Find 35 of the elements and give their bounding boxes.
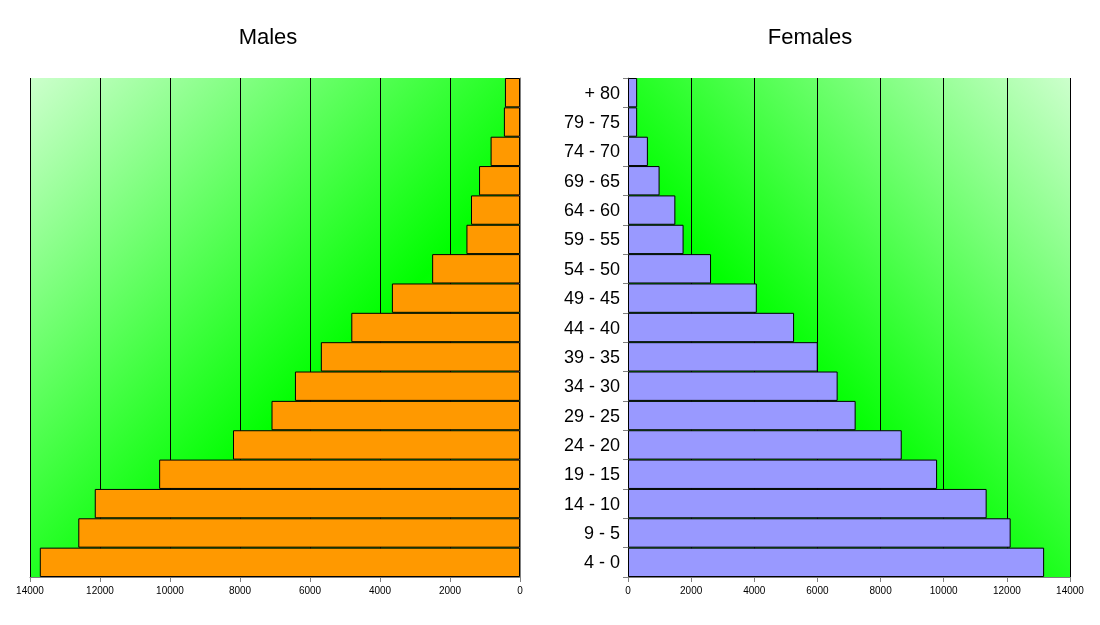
y-tick-label: + 80 [584,82,620,103]
y-tick-label: 9 - 5 [583,522,620,543]
x-tick-label: 6000 [298,584,322,596]
x-tick-label: 12000 [992,584,1022,596]
y-tick-label: 34 - 30 [563,376,620,397]
y-tick-label: 4 - 0 [583,552,620,573]
x-tick-label: 2000 [680,584,703,596]
x-tick-label: 0 [625,584,632,596]
x-tick-label: 14000 [16,584,45,596]
y-tick-label: 79 - 75 [563,112,620,133]
y-tick-label: 59 - 55 [563,229,620,250]
y-tick-label: 74 - 70 [563,141,620,162]
y-tick-label: 64 - 60 [563,200,620,221]
x-tick-label: 0 [517,584,524,596]
y-tick-label: 24 - 20 [563,434,620,455]
x-tick-label: 8000 [228,584,252,596]
x-tick-label: 10000 [156,584,185,596]
x-tick-label: 8000 [869,584,893,596]
chart-title: Females [767,23,853,49]
y-tick-label: 39 - 35 [563,346,620,367]
y-tick-label: 14 - 10 [563,493,620,514]
y-tick-label: 69 - 65 [563,170,620,191]
y-tick-label: 54 - 50 [563,258,620,279]
y-tick-label: 44 - 40 [563,317,620,338]
x-tick-label: 10000 [929,584,959,596]
x-tick-label: 4000 [743,584,766,596]
x-tick-label: 12000 [86,584,115,596]
y-tick-label: 19 - 15 [563,464,620,485]
x-tick-label: 4000 [368,584,392,596]
chart-title: Males [238,23,298,49]
y-tick-label: 49 - 45 [563,288,620,309]
x-tick-label: 6000 [806,584,829,596]
x-tick-label: 2000 [438,584,462,596]
x-tick-label: 14000 [1056,584,1085,596]
y-tick-label: 29 - 25 [563,405,620,426]
